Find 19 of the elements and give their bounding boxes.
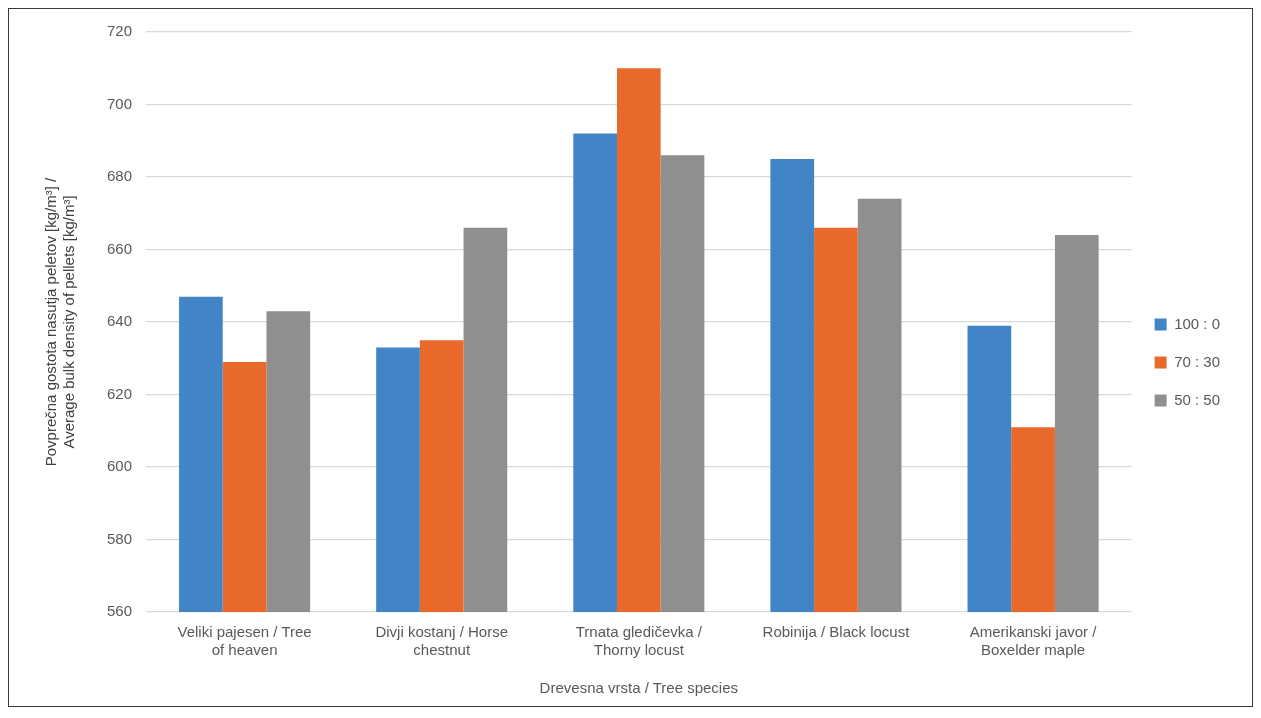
legend-label: 70 : 30 (1174, 352, 1220, 370)
y-tick-label: 560 (107, 602, 133, 620)
y-tick-label: 580 (107, 529, 133, 547)
y-tick-label: 640 (107, 312, 133, 330)
x-tick-label: Veliki pajesen / Tree of heaven (177, 623, 312, 659)
legend-label: 100 : 0 (1174, 314, 1220, 332)
y-tick-label: 720 (107, 22, 133, 40)
x-tick-label: Trnata gledičevka / Thorny locust (575, 623, 703, 659)
y-tick-label: 660 (107, 239, 133, 257)
y-tick-label: 600 (107, 457, 133, 475)
x-tick-label: Divji kostanj / Horse chestnut (375, 623, 508, 659)
y-tick-label: 620 (107, 384, 133, 402)
y-axis-title: Povprečna gostota nasutja peletov [kg/m³] / Average bulk density of pellets [kg/m³] (42, 176, 78, 467)
y-tick-label: 700 (107, 94, 133, 112)
x-tick-label: Amerikanski javor / Boxelder maple (969, 623, 1098, 659)
x-tick-label: Robinija / Black locust (762, 623, 911, 641)
legend-label: 50 : 50 (1174, 390, 1220, 408)
y-tick-label: 680 (107, 167, 133, 185)
x-axis-title: Drevesna vrsta / Tree species (539, 679, 739, 697)
